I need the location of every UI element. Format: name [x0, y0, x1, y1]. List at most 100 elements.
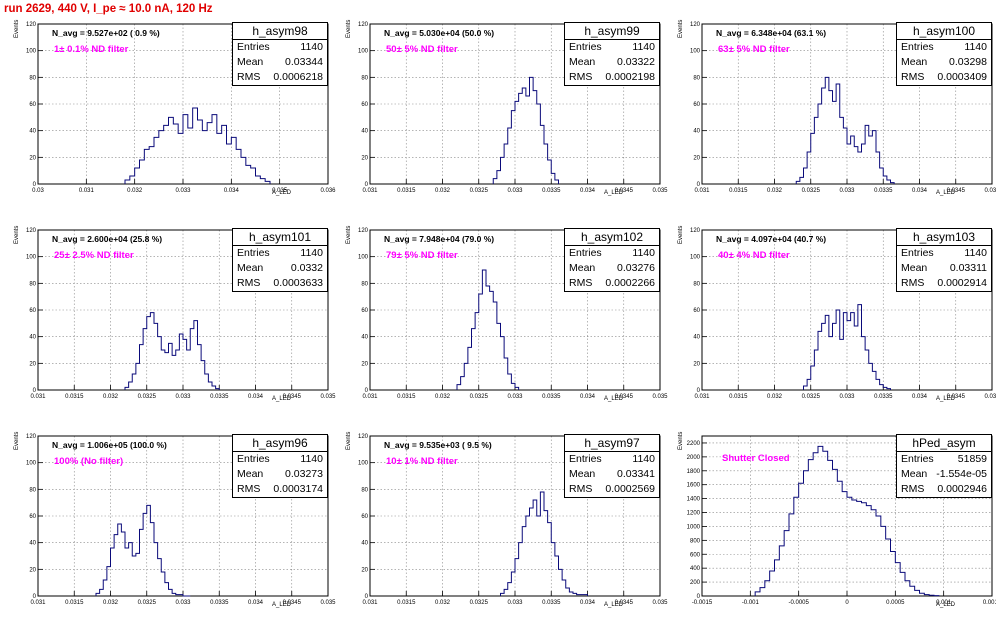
y-tick-label: 80 — [361, 487, 368, 493]
histogram-bin — [130, 176, 135, 184]
histogram-bin — [519, 93, 523, 184]
histogram-bin — [807, 152, 811, 184]
stats-label-rms: RMS — [237, 70, 260, 85]
y-tick-label: 40 — [361, 541, 368, 547]
stats-title: h_asym98 — [233, 23, 327, 40]
y-tick-label: 80 — [29, 281, 36, 287]
stats-label-rms: RMS — [569, 276, 592, 291]
y-tick-label: 40 — [693, 129, 700, 135]
histogram-bin — [840, 339, 844, 390]
stats-label-rms: RMS — [569, 70, 592, 85]
histogram-bin — [807, 379, 811, 390]
x-tick-label: 0.0335 — [210, 600, 229, 606]
x-tick-label: 0.034 — [580, 188, 596, 194]
histogram-bin — [188, 128, 193, 184]
histogram-bin — [158, 337, 162, 390]
histogram-bin — [544, 144, 548, 184]
stats-value-mean: 0.03344 — [285, 55, 323, 70]
x-tick-label: 0.034 — [912, 188, 928, 194]
stats-value-rms: 0.0002266 — [605, 276, 655, 291]
x-axis-label: A_LED — [936, 396, 955, 402]
histogram-bin — [862, 144, 866, 184]
histogram-bin — [497, 171, 501, 184]
histogram-bin — [147, 505, 151, 596]
y-tick-label: 100 — [26, 461, 37, 467]
histogram-bin — [201, 361, 205, 390]
histogram-bin — [468, 347, 472, 390]
histogram-bin — [501, 157, 505, 184]
histogram-bin — [486, 286, 490, 390]
histogram-bin — [872, 131, 876, 184]
x-tick-label: 0.0315 — [65, 394, 84, 400]
histogram-bin — [144, 149, 149, 184]
y-tick-label: 200 — [690, 580, 701, 586]
histogram-bin — [522, 527, 526, 596]
stats-value-mean: 0.03322 — [617, 55, 655, 70]
histogram-bin — [508, 583, 512, 596]
histogram-bin — [125, 387, 129, 390]
histogram-bin — [891, 183, 895, 184]
histogram-bin — [887, 389, 891, 390]
histogram-bin — [804, 168, 808, 184]
histogram-bin — [183, 339, 187, 390]
histogram-bin — [765, 581, 770, 596]
histogram-bin — [814, 350, 818, 390]
histogram-bin — [822, 88, 826, 184]
histogram-bin — [125, 548, 129, 596]
x-tick-label: 0.0335 — [542, 394, 561, 400]
x-tick-label: 0.0335 — [874, 394, 893, 400]
x-tick-label: 0.0325 — [470, 188, 489, 194]
histogram-bin — [847, 497, 852, 596]
histogram-bin — [818, 104, 822, 184]
y-tick-label: 80 — [29, 75, 36, 81]
y-tick-label: 1800 — [687, 469, 701, 475]
stats-value-entries: 1140 — [300, 246, 323, 261]
y-tick-label: 20 — [29, 155, 36, 161]
x-axis-label: A_LED — [936, 190, 955, 196]
stats-title: h_asym101 — [233, 229, 327, 246]
x-tick-label: 0.0335 — [542, 600, 561, 606]
histogram-bin — [562, 580, 566, 596]
filter-annotation: 63± 5% ND filter — [718, 44, 790, 55]
n-avg-label: N_avg = 1.006e+05 (100.0 %) — [52, 440, 167, 450]
x-tick-label: 0.032 — [435, 600, 451, 606]
histogram-bin — [847, 321, 851, 390]
histogram-bin — [472, 329, 476, 390]
histogram-bin — [533, 500, 537, 596]
histogram-bin — [179, 595, 183, 596]
y-axis-label: Events — [346, 432, 352, 450]
stats-label-entries: Entries — [901, 40, 934, 55]
filter-annotation: 100% (No filter) — [54, 456, 123, 467]
histogram-bin — [794, 497, 799, 596]
run-title: run 2629, 440 V, I_pe ≈ 10.0 nA, 120 Hz — [4, 3, 213, 15]
n-avg-label: N_avg = 6.348e+04 (63.1 %) — [716, 28, 826, 38]
histogram-bin — [256, 176, 261, 184]
histogram-bin — [172, 355, 176, 390]
y-tick-label: 1000 — [687, 524, 701, 530]
y-tick-label: 40 — [29, 541, 36, 547]
y-tick-label: 60 — [361, 514, 368, 520]
histogram-bin — [842, 492, 847, 596]
histogram-bin — [464, 363, 468, 390]
histogram-bin — [198, 345, 202, 390]
x-axis-label: A_LED — [604, 396, 623, 402]
stats-title: h_asym97 — [565, 435, 659, 452]
histogram-bin — [862, 503, 867, 596]
stats-value-rms: 0.0002914 — [937, 276, 987, 291]
x-axis-label: A_LED — [272, 602, 291, 608]
histogram-bin — [227, 144, 232, 184]
histogram-bin — [114, 535, 118, 596]
stats-label-rms: RMS — [901, 482, 924, 497]
x-axis-label: A_LED — [604, 602, 623, 608]
histogram-bin — [843, 313, 847, 390]
stats-label-mean: Mean — [569, 261, 595, 276]
stats-label-mean: Mean — [569, 467, 595, 482]
x-tick-label: 0.0315 — [397, 600, 416, 606]
y-tick-label: 120 — [26, 228, 37, 234]
histogram-bin — [799, 483, 804, 596]
